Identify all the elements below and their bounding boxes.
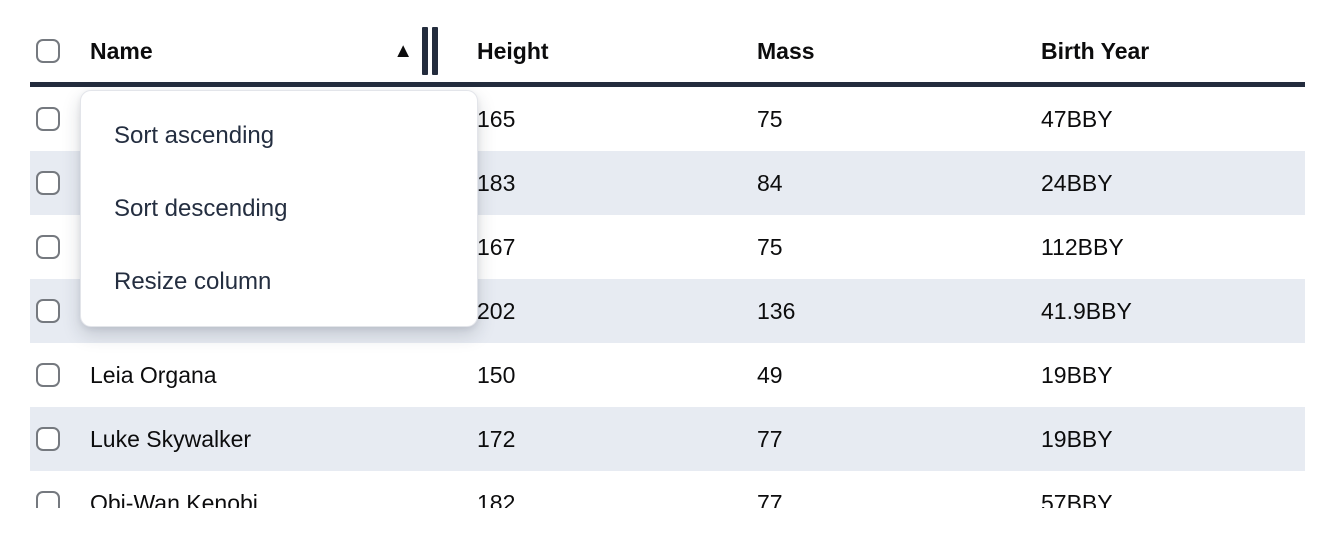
table-row: Obi-Wan Kenobi 182 77 57BBY (30, 471, 1305, 508)
cell-birth-year: 41.9BBY (1041, 297, 1132, 324)
menu-item-sort-ascending[interactable]: Sort ascending (114, 121, 275, 149)
cell-name: Luke Skywalker (90, 425, 252, 452)
cell-birth-year: 19BBY (1041, 425, 1113, 452)
cell-mass: 77 (757, 425, 783, 452)
column-header-mass[interactable]: Mass (757, 37, 815, 64)
cell-mass: 49 (757, 361, 783, 388)
cell-height: 167 (477, 233, 516, 260)
row-checkbox-cell (30, 427, 90, 451)
menu-item-sort-descending[interactable]: Sort descending (114, 194, 288, 222)
column-header-name[interactable]: Name ▲ (90, 20, 477, 82)
cell-birth-year: 19BBY (1041, 361, 1113, 388)
row-checkbox[interactable] (36, 427, 60, 451)
cell-name: Leia Organa (90, 361, 217, 388)
sort-indicator-group: ▲ (393, 27, 477, 75)
cell-mass: 75 (757, 105, 783, 132)
row-checkbox[interactable] (36, 107, 60, 131)
cell-birth-year: 112BBY (1041, 233, 1124, 260)
row-checkbox-cell (30, 491, 90, 508)
cell-height: 183 (477, 169, 516, 196)
cell-birth-year: 57BBY (1041, 489, 1113, 509)
row-checkbox[interactable] (36, 171, 60, 195)
row-checkbox-cell (30, 235, 90, 259)
table-row: Leia Organa 150 49 19BBY (30, 343, 1305, 407)
column-header-name-label: Name (90, 37, 153, 64)
row-checkbox-cell (30, 171, 90, 195)
cell-height: 182 (477, 489, 516, 509)
row-checkbox[interactable] (36, 299, 60, 323)
table-header-row: Name ▲ Height Mass Birth Year (30, 0, 1305, 87)
column-header-context-menu: Sort ascending Sort descending Resize co… (80, 90, 478, 327)
sort-ascending-icon: ▲ (393, 40, 413, 62)
cell-height: 165 (477, 105, 516, 132)
column-header-height[interactable]: Height (477, 37, 549, 64)
cell-birth-year: 24BBY (1041, 169, 1113, 196)
row-checkbox-cell (30, 363, 90, 387)
row-checkbox-cell (30, 107, 90, 131)
row-checkbox[interactable] (36, 235, 60, 259)
cell-mass: 84 (757, 169, 783, 196)
menu-item-resize-column[interactable]: Resize column (114, 267, 272, 295)
select-all-cell (30, 39, 90, 63)
cell-height: 150 (477, 361, 516, 388)
select-all-checkbox[interactable] (36, 39, 60, 63)
cell-height: 172 (477, 425, 516, 452)
row-checkbox-cell (30, 299, 90, 323)
cell-mass: 75 (757, 233, 783, 260)
column-header-birth-year[interactable]: Birth Year (1041, 37, 1150, 64)
column-resize-handle[interactable] (422, 27, 438, 75)
cell-name: Obi-Wan Kenobi (90, 489, 258, 509)
cell-height: 202 (477, 297, 516, 324)
cell-birth-year: 47BBY (1041, 105, 1113, 132)
cell-mass: 77 (757, 489, 783, 509)
row-checkbox[interactable] (36, 491, 60, 508)
row-checkbox[interactable] (36, 363, 60, 387)
table-row: Luke Skywalker 172 77 19BBY (30, 407, 1305, 471)
cell-mass: 136 (757, 297, 796, 324)
